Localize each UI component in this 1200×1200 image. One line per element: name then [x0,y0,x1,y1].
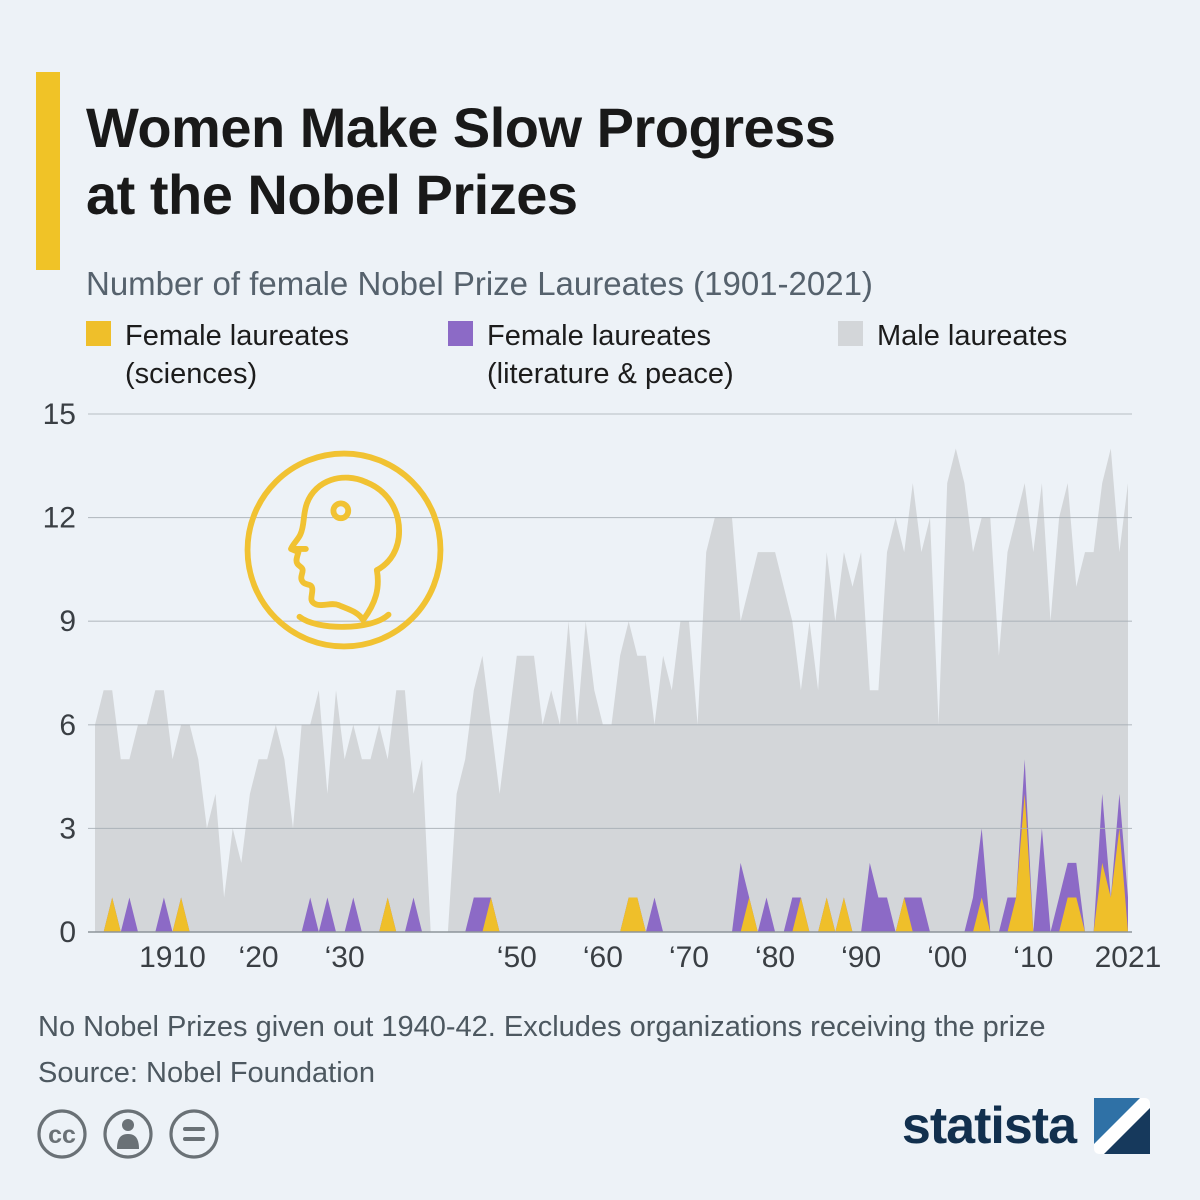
equal-license-icon[interactable] [169,1109,219,1159]
legend-text: (sciences) [125,357,258,390]
legend-item-male: Male laureates [838,318,1067,356]
page-title: Women Make Slow Progress at the Nobel Pr… [86,94,1146,228]
area-male-laureates [95,448,1128,932]
title-line-1: Women Make Slow Progress [86,95,836,159]
legend-label: Male laureates [877,318,1067,356]
y-tick-label: 3 [59,812,76,845]
license-badges: cc [37,1109,219,1159]
legend-label: Female laureates (sciences) [125,318,349,393]
nobel-medal-icon [238,444,450,656]
accent-bar [36,72,60,270]
legend-text: Female laureates [487,320,712,352]
y-tick-label: 9 [59,605,76,638]
x-tick-label: ‘90 [841,941,881,974]
x-tick-label: 1910 [139,941,206,974]
legend-text: Female laureates [125,320,350,352]
chart-legend: Female laureates (sciences) Female laure… [0,318,1200,398]
cc-icon[interactable]: cc [37,1109,87,1159]
x-tick-label: ‘80 [755,941,795,974]
area-female-lit-peace [95,759,1128,932]
chart-source: Source: Nobel Foundation [38,1057,375,1089]
legend-item-female-lit-peace: Female laureates (literature & peace) [448,318,734,393]
legend-text: Male laureates [877,320,1068,352]
legend-label: Female laureates (literature & peace) [487,318,734,393]
chart-note: No Nobel Prizes given out 1940-42. Exclu… [38,1011,1046,1043]
x-tick-label: ‘00 [927,941,967,974]
x-tick-label: ‘20 [239,941,279,974]
y-tick-label: 15 [43,398,76,431]
y-tick-label: 6 [59,709,76,742]
attribution-person-icon[interactable] [103,1109,153,1159]
area-female-sciences [95,793,1128,932]
y-tick-label: 0 [59,916,76,949]
stacked-area-chart: 0 3 6 9 12 15 1910 ‘20 ‘30 ‘50 ‘60 ‘70 ‘80 ‘90 ‘00 ‘10 2… [43,398,1162,974]
statista-logo[interactable]: statista [902,1096,1150,1156]
statista-logo-mark [1094,1098,1150,1154]
chart-subtitle: Number of female Nobel Prize Laureates (… [86,265,873,302]
x-tick-label: ‘50 [497,941,537,974]
x-tick-label: 2021 [1095,941,1162,974]
x-tick-label: ‘60 [583,941,623,974]
legend-item-female-sciences: Female laureates (sciences) [86,318,349,393]
cc-label: cc [48,1121,76,1149]
x-tick-label: ‘30 [325,941,365,974]
legend-text: (literature & peace) [487,357,734,390]
legend-swatch-gray [838,321,863,346]
x-tick-label: ‘10 [1013,941,1053,974]
y-tick-label: 12 [43,502,76,535]
statista-wordmark: statista [901,1097,1077,1155]
legend-swatch-yellow [86,321,111,346]
legend-swatch-purple [448,321,473,346]
title-line-2: at the Nobel Prizes [86,162,578,226]
x-tick-label: ‘70 [669,941,709,974]
